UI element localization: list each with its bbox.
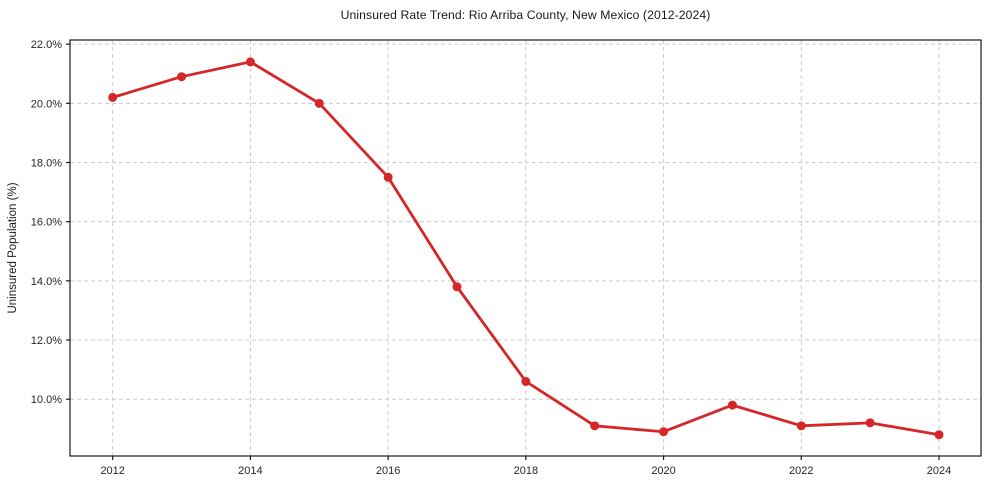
x-tick-label: 2012 bbox=[100, 465, 124, 477]
data-point-2015 bbox=[314, 98, 324, 108]
x-tick-label: 2016 bbox=[376, 465, 400, 477]
x-tick-label: 2018 bbox=[514, 465, 538, 477]
data-point-2016 bbox=[383, 172, 393, 182]
y-tick-label: 16.0% bbox=[31, 217, 62, 229]
y-tick-label: 14.0% bbox=[31, 276, 62, 288]
data-point-2013 bbox=[177, 72, 187, 82]
data-point-2022 bbox=[796, 421, 806, 431]
x-tick-label: 2024 bbox=[927, 465, 951, 477]
y-tick-label: 22.0% bbox=[31, 39, 62, 51]
y-tick-label: 18.0% bbox=[31, 157, 62, 169]
chart-title: Uninsured Rate Trend: Rio Arriba County,… bbox=[340, 8, 711, 22]
y-tick-label: 20.0% bbox=[31, 98, 62, 110]
y-tick-label: 10.0% bbox=[31, 394, 62, 406]
data-point-2012 bbox=[108, 92, 118, 102]
data-point-2023 bbox=[865, 418, 875, 428]
x-tick-label: 2020 bbox=[651, 465, 675, 477]
x-tick-label: 2022 bbox=[789, 465, 813, 477]
data-point-2021 bbox=[727, 400, 737, 410]
data-point-2019 bbox=[590, 421, 600, 431]
x-tick-label: 2014 bbox=[238, 465, 262, 477]
data-point-2017 bbox=[452, 282, 462, 292]
data-point-2018 bbox=[521, 376, 531, 386]
data-point-2020 bbox=[659, 427, 669, 437]
y-tick-label: 12.0% bbox=[31, 335, 62, 347]
data-point-2014 bbox=[245, 57, 255, 67]
data-point-2024 bbox=[934, 430, 944, 440]
